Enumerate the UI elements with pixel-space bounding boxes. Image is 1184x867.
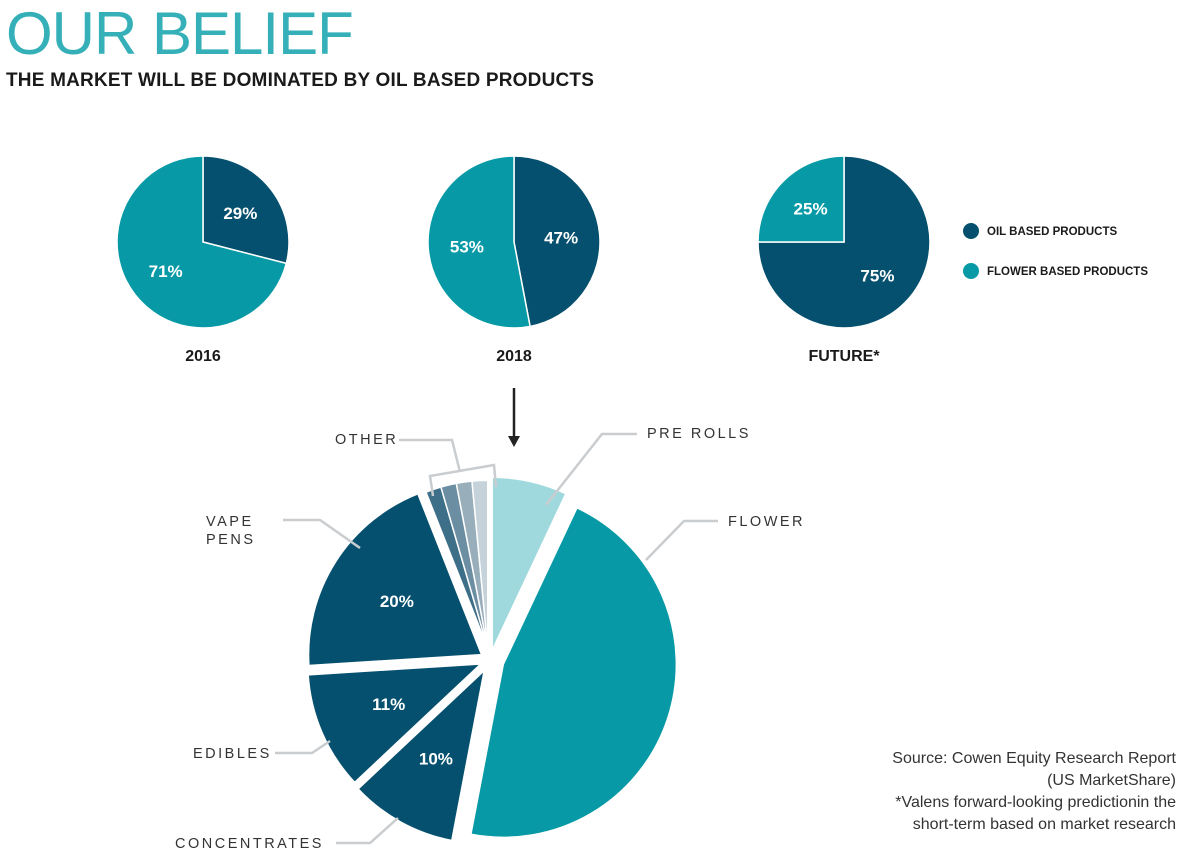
breakdown-slice-other-part-4 [471, 479, 489, 649]
pie-future-slice-oil [757, 155, 931, 329]
breakdown-slice-concentrates-group: 10% [357, 668, 486, 842]
small-pies-group: 29% 71% 2016 47% 53% 2018 75% 25% FUTURE* [116, 155, 931, 365]
breakdown-pie: 10% 11% 20% [307, 476, 678, 842]
legend-swatch-oil [963, 223, 979, 239]
breakdown-slice-edibles-group: 11% [307, 663, 483, 784]
leader-line-flower [645, 519, 718, 561]
legend-label-oil: OIL BASED PRODUCTS [987, 226, 1117, 238]
source-line-2: (US MarketShare) [1047, 772, 1176, 789]
category-label-vape-pens-2: PENS [206, 532, 256, 548]
pie-2016-slice-flower [116, 155, 288, 329]
category-label-flower: FLOWER [728, 514, 805, 530]
pie-2018-slice-oil [513, 155, 601, 328]
source-note: Source: Cowen Equity Research Report (US… [892, 748, 1176, 836]
leader-line-other [399, 438, 462, 473]
breakdown-slice-flower-group [470, 506, 678, 839]
category-label-other: OTHER [335, 432, 398, 448]
category-label-concentrates: CONCENTRATES [175, 836, 324, 852]
pie-2018-title: 2018 [496, 348, 532, 365]
source-line-1: Source: Cowen Equity Research Report [892, 750, 1176, 767]
pie-2016-slice-oil [202, 155, 290, 265]
legend-label-flower: FLOWER BASED PRODUCTS [987, 266, 1148, 278]
pie-2016-title: 2016 [185, 348, 221, 365]
pie-future-title: FUTURE* [808, 348, 880, 365]
leader-line-concentrates [336, 817, 399, 845]
page-title: OUR BELIEF [6, 0, 354, 67]
category-label-pre-rolls: PRE ROLLS [647, 426, 751, 442]
source-line-3: *Valens forward-looking predictionin the [895, 794, 1176, 811]
pie-2018-slice-flower [427, 155, 531, 329]
breakdown-label-vape-pens: 20% [380, 592, 414, 611]
breakdown-slice-pre-rolls [491, 476, 567, 651]
pie-future-label-flower: 25% [794, 200, 828, 219]
page-subtitle: THE MARKET WILL BE DOMINATED BY OIL BASE… [6, 70, 595, 91]
pie-2018-label-flower: 53% [450, 237, 484, 256]
legend: OIL BASED PRODUCTS FLOWER BASED PRODUCTS [963, 223, 1148, 279]
breakdown-slice-vape-pens [307, 492, 483, 667]
breakdown-label-concentrates: 10% [419, 749, 453, 768]
legend-swatch-flower [963, 263, 979, 279]
breakdown-slice-other-group [425, 479, 489, 649]
breakdown-slice-edibles [307, 663, 483, 784]
breakdown-category-labels: OTHER PRE ROLLS FLOWER VAPE PENS EDIBLES… [175, 426, 805, 852]
leader-line-vape-pens [283, 518, 361, 550]
pie-future-slice-flower [757, 155, 845, 243]
pie-future-label-oil: 75% [860, 266, 894, 285]
down-arrow [508, 388, 520, 447]
other-bracket [428, 463, 498, 497]
breakdown-label-edibles: 11% [372, 695, 405, 714]
category-label-edibles: EDIBLES [193, 746, 272, 762]
breakdown-leader-lines [275, 432, 718, 845]
pie-2016-label-oil: 29% [223, 204, 257, 223]
source-line-4: short-term based on market research [912, 816, 1176, 833]
pie-2016-label-flower: 71% [149, 262, 183, 281]
leader-line-pre-rolls [545, 432, 637, 506]
breakdown-slice-flower [470, 506, 678, 839]
breakdown-slice-concentrates [357, 668, 486, 842]
category-label-vape-pens-1: VAPE [206, 514, 254, 530]
pie-2018-label-oil: 47% [544, 229, 578, 248]
leader-line-edibles [275, 739, 331, 755]
breakdown-slice-pre-rolls-group [491, 476, 567, 651]
breakdown-slice-vape-pens-group: 20% [307, 492, 483, 667]
